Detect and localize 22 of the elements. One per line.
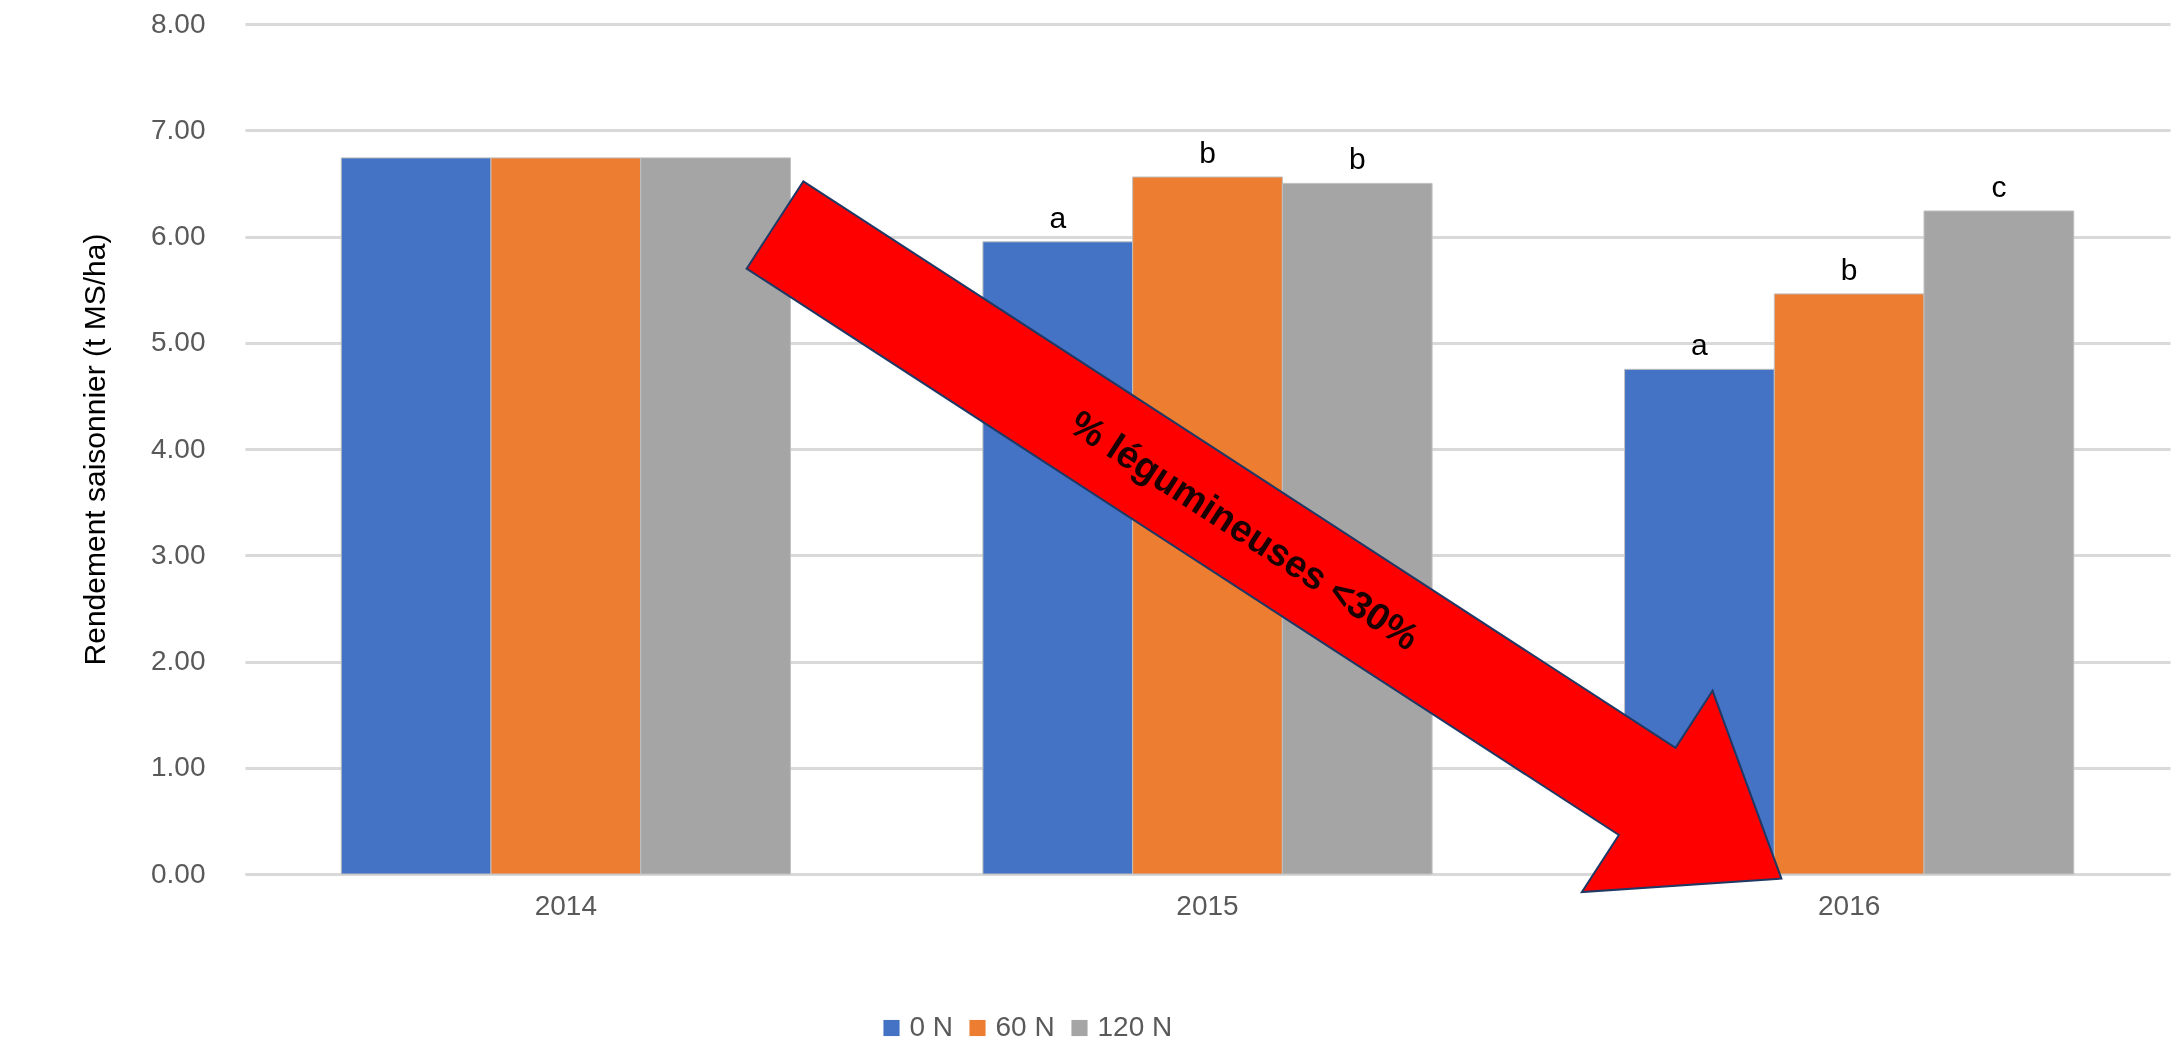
data-label: b	[1348, 142, 1366, 176]
y-tick-label: 7.00	[151, 113, 206, 145]
x-tick-label: 2016	[1818, 889, 1881, 921]
y-tick-label: 4.00	[151, 432, 206, 464]
data-label: a	[1049, 200, 1067, 234]
data-label: a	[1691, 328, 1709, 362]
y-tick-label: 5.00	[151, 326, 206, 358]
legend-label: 60 N	[995, 1011, 1055, 1042]
y-tick-label: 6.00	[151, 220, 206, 251]
y-tick-label: 8.00	[151, 7, 206, 39]
y-axis-title: Rendement saisonnier (t MS/ha)	[78, 233, 111, 666]
y-tick-label: 1.00	[151, 751, 206, 783]
data-label: c	[1991, 170, 2007, 203]
data-label: b	[1199, 136, 1216, 169]
y-tick-label: 3.00	[151, 538, 206, 570]
legend-label: 120 N	[1097, 1011, 1173, 1042]
legend-label: 0 N	[909, 1011, 954, 1042]
x-tick-label: 2015	[1176, 889, 1239, 921]
x-tick-label: 2014	[534, 889, 597, 921]
y-tick-label: 2.00	[151, 645, 206, 676]
data-label: b	[1840, 252, 1858, 286]
y-tick-label: 0.00	[151, 857, 206, 889]
